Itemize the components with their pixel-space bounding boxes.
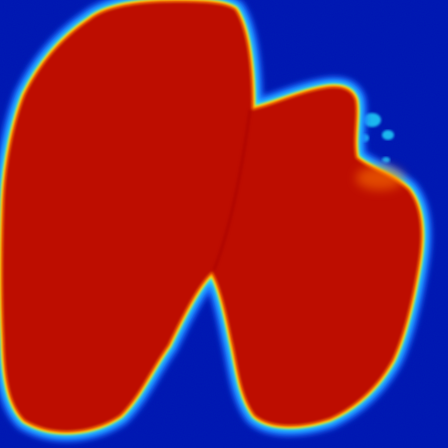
- lobe-seam: [212, 109, 252, 271]
- warm-edge-spot: [356, 166, 404, 190]
- stray-blob: [382, 130, 394, 140]
- stray-blob: [363, 113, 381, 127]
- stray-blob: [382, 157, 390, 163]
- foreground-region: [0, 0, 432, 442]
- foreground-core: [2, 2, 421, 431]
